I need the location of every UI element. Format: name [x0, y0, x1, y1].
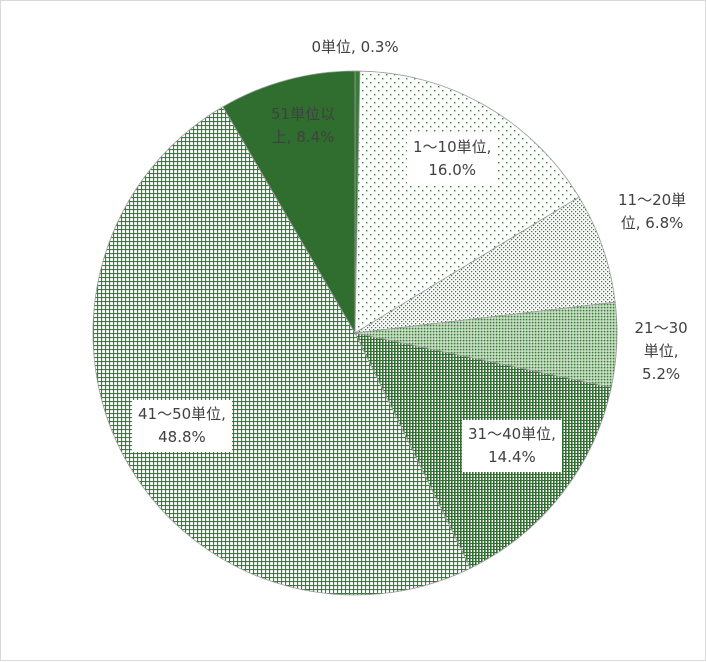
pie-slices	[92, 70, 618, 596]
pie-label-line: 1～10単位,	[413, 138, 492, 156]
pie-label-5: 31～40単位, 14.4%	[462, 420, 562, 472]
pie-label-line: 48.8%	[158, 428, 206, 446]
pie-label-line: 16.0%	[428, 161, 477, 179]
pie-label-line: 51単位以	[271, 105, 336, 123]
pie-label-7: 51単位以上, 8.4%	[271, 103, 335, 149]
pie-label-line: 41～50単位,	[138, 405, 226, 423]
pie-label-1: 0単位, 0.3%	[312, 36, 399, 59]
pie-label-3: 11～20単 位, 6.8%	[618, 189, 686, 235]
pie-label-line: 31～40単位,	[468, 425, 556, 443]
pie-label-line: 14.4%	[488, 448, 536, 466]
pie-label-4: 21～30 単位, 5.2%	[635, 317, 688, 386]
pie-label-6: 41～50単位, 48.8%	[132, 400, 232, 452]
pie-label-line: 単位,	[643, 341, 679, 360]
pie-label-line: 上, 8.4%	[271, 128, 335, 146]
pie-label-line: 21～30	[634, 318, 688, 337]
pie-label-line: 11～20単	[618, 191, 687, 209]
pie-label-line: 5.2%	[642, 364, 681, 383]
pie-slice-6	[92, 106, 471, 596]
pie-slice-3	[354, 196, 616, 334]
pie-label-2: 1～10単位, 16.0%	[407, 133, 498, 185]
pie-slice-7	[222, 70, 356, 335]
pie-label-line: 位, 6.8%	[620, 214, 684, 232]
pie-label-line: 0単位, 0.3%	[311, 37, 399, 56]
